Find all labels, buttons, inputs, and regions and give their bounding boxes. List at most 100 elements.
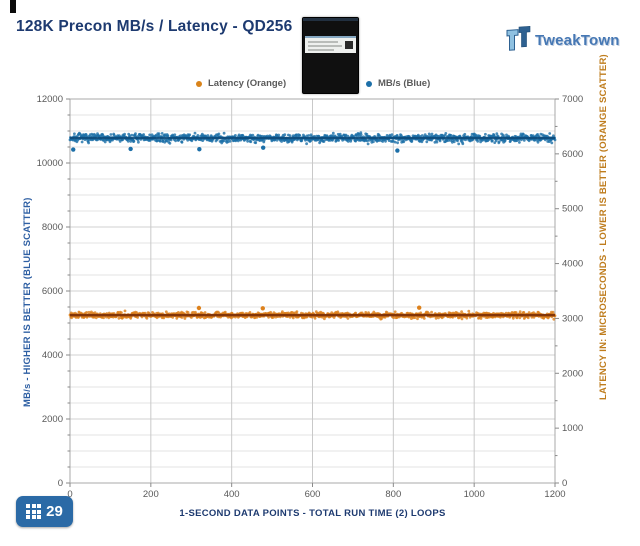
product-photo: [302, 17, 359, 94]
right-tick-label: 0: [562, 478, 567, 489]
scatter-point: [193, 131, 197, 135]
x-axis-title: 1-SECOND DATA POINTS - TOTAL RUN TIME (2…: [179, 508, 446, 519]
outlier-point: [260, 306, 265, 311]
scatter-point: [109, 133, 113, 136]
scatter-point: [80, 140, 84, 144]
scatter-point: [465, 316, 469, 320]
scatter-point: [479, 317, 483, 320]
scatter-point: [536, 140, 540, 144]
scatter-point: [467, 309, 471, 313]
scatter-point: [192, 310, 195, 314]
right-tick-label: 6000: [562, 149, 583, 160]
scatter-point: [365, 132, 369, 136]
scatter-point: [430, 310, 433, 314]
scatter-point: [484, 132, 487, 136]
scatter-point: [354, 311, 357, 315]
scatter-point: [180, 140, 184, 144]
right-tick-label: 1000: [562, 423, 583, 434]
scatter-point: [511, 316, 515, 320]
scatter-point: [251, 133, 255, 137]
scatter-point: [169, 138, 173, 142]
scatter-point: [449, 134, 453, 137]
scatter-point: [123, 309, 127, 313]
left-tick-label: 12000: [37, 94, 63, 105]
scatter-point: [275, 138, 279, 142]
left-tick-label: 4000: [42, 350, 63, 361]
scatter-point: [288, 134, 292, 138]
scatter-point: [123, 132, 126, 136]
scatter-point: [206, 134, 210, 137]
outlier-point: [128, 146, 133, 152]
scatter-point: [164, 310, 168, 314]
scatter-point: [422, 317, 426, 320]
scatter-point: [425, 140, 429, 144]
scatter-point: [331, 131, 335, 135]
scatter-point: [393, 310, 397, 314]
scatter-point: [420, 134, 424, 137]
scatter-point: [183, 317, 187, 320]
scatter-point: [132, 139, 136, 143]
legend-label: Latency (Orange): [208, 78, 287, 89]
scatter-point: [142, 133, 146, 136]
scatter-point: [283, 133, 287, 137]
badge-value: 29: [46, 503, 63, 520]
scatter-point: [136, 316, 140, 319]
tweaktown-logo-text: TweakTown: [535, 31, 620, 49]
outlier-point: [260, 145, 266, 150]
scatter-point: [249, 140, 253, 144]
scatter-point: [162, 316, 166, 320]
x-tick-label: 1200: [544, 489, 565, 500]
scatter-point: [160, 132, 164, 135]
scatter-point: [490, 139, 494, 143]
scatter-point: [277, 133, 281, 137]
scatter-point: [120, 311, 123, 314]
scatter-point: [281, 310, 284, 313]
left-tick-label: 8000: [42, 222, 63, 233]
left-tick-label: 10000: [37, 158, 63, 169]
left-tick-label: 0: [58, 478, 63, 489]
scatter-point: [522, 139, 526, 142]
scatter-point: [130, 133, 134, 137]
scatter-point: [413, 316, 417, 319]
scatter-point: [313, 316, 317, 320]
scatter-point: [166, 134, 170, 138]
scatter-point: [173, 133, 177, 137]
scatter-point: [148, 133, 152, 137]
scatter-point: [307, 134, 311, 137]
x-tick-label: 400: [224, 489, 240, 500]
scatter-point: [366, 142, 370, 146]
scatter-point: [228, 139, 232, 143]
ssd-label-text-line: [308, 41, 338, 43]
scatter-point: [222, 131, 226, 135]
scatter-point: [254, 141, 258, 145]
scatter-point: [87, 141, 90, 145]
scatter-point: [444, 132, 448, 135]
scatter-point: [196, 134, 200, 137]
page-title: 128K Precon MB/s / Latency - QD256: [16, 18, 293, 35]
scatter-point: [460, 310, 463, 314]
scatter-point: [378, 139, 381, 142]
scatter-point: [430, 132, 434, 136]
scatter-point: [518, 310, 522, 313]
scatter-point: [395, 134, 399, 137]
scatter-point: [526, 316, 530, 320]
scatter-point: [438, 139, 442, 143]
scatter-point: [522, 133, 525, 136]
scatter-point: [174, 139, 178, 143]
scatter-point: [188, 133, 192, 137]
scatter-point: [157, 132, 161, 136]
scatter-point: [248, 311, 252, 314]
outlier-point: [197, 147, 202, 152]
scatter-point: [552, 134, 555, 138]
scatter-point: [272, 315, 275, 319]
right-tick-label: 4000: [562, 259, 583, 270]
ssd-label-text-line: [308, 45, 342, 47]
scatter-point: [346, 140, 350, 143]
scatter-point: [168, 141, 172, 145]
tweaktown-logo: TweakTown: [506, 24, 620, 56]
scatter-point: [437, 316, 440, 320]
scatter-point: [186, 311, 190, 314]
scatter-point: [402, 140, 406, 144]
scatter-point: [267, 315, 270, 319]
legend-label: MB/s (Blue): [378, 78, 431, 89]
